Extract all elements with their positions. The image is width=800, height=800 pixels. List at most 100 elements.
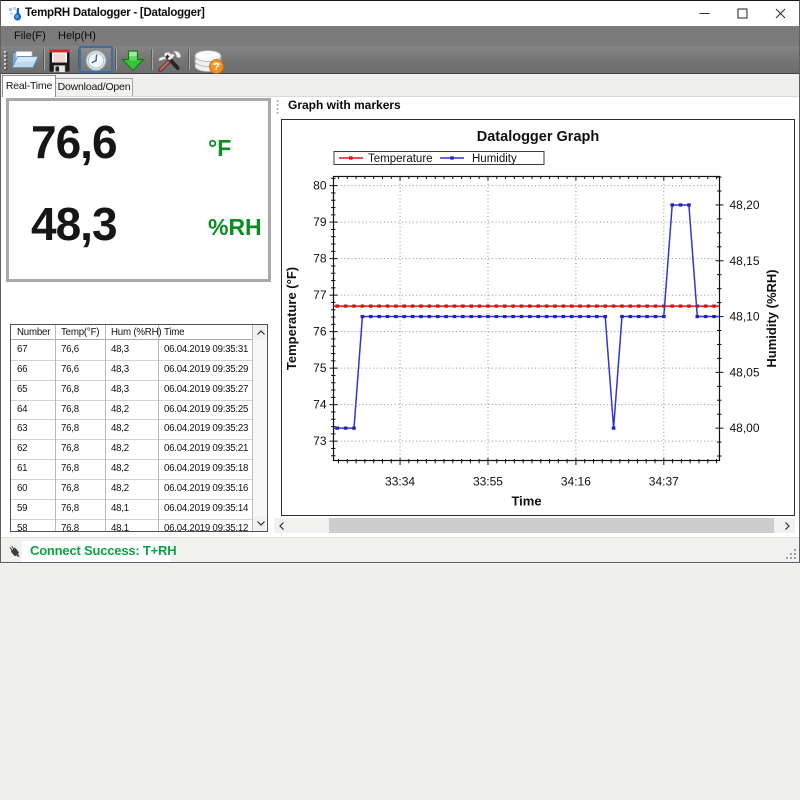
settings-button[interactable] <box>155 49 183 73</box>
chart-element <box>477 304 482 308</box>
toolbar-separator <box>151 49 153 70</box>
table-cell: 61 <box>17 463 28 475</box>
maximize-button[interactable] <box>723 1 761 26</box>
table-cell: 48,1 <box>111 522 129 532</box>
chart-element <box>332 175 721 462</box>
table-cell: 06.04.2019 09:35:14 <box>164 502 249 514</box>
chart-element <box>712 304 716 308</box>
realtime-button[interactable] <box>84 49 108 72</box>
chart-element <box>569 314 574 319</box>
chevron-left-icon <box>279 521 284 530</box>
toolbar: ? <box>1 46 799 74</box>
table-row[interactable]: 64 76,8 48,2 06.04.2019 09:35:25 <box>11 401 252 421</box>
tab-strip: Real-Time Download/Open <box>1 74 799 97</box>
table-cell: 76,8 <box>61 403 79 415</box>
table-cell: 65 <box>17 383 28 395</box>
data-query-button[interactable]: ? <box>192 48 225 74</box>
table-row[interactable]: 60 76,8 48,2 06.04.2019 09:35:16 <box>11 480 252 500</box>
chart-element <box>645 314 649 319</box>
scroll-left-button[interactable] <box>274 518 289 533</box>
chart-element <box>595 304 599 308</box>
chart-element <box>645 304 649 308</box>
chart-element <box>450 156 454 160</box>
close-button[interactable] <box>761 1 799 26</box>
scroll-up-button[interactable] <box>253 325 267 340</box>
chart-element <box>352 304 356 308</box>
table-row[interactable]: 61 76,8 48,2 06.04.2019 09:35:18 <box>11 460 252 480</box>
toolbar-separator <box>188 49 190 70</box>
y-right-tick-label: 48,00 <box>730 421 760 435</box>
toolbar-grip-handle[interactable] <box>3 50 9 70</box>
chart-element <box>511 314 515 319</box>
tab-real-time[interactable]: Real-Time <box>2 75 56 97</box>
y-right-tick-label: 48,05 <box>730 365 760 379</box>
column-header[interactable]: Hum (%RH) <box>111 327 162 338</box>
chart-element <box>410 304 415 308</box>
chart-element <box>360 314 365 319</box>
y-right-tick-label: 48,20 <box>730 198 760 212</box>
chart-element <box>569 304 574 308</box>
chart-element <box>427 314 432 319</box>
column-divider <box>55 325 56 531</box>
open-folder-button[interactable] <box>11 49 39 71</box>
chevron-up-icon <box>256 330 265 335</box>
chart-element <box>444 304 448 308</box>
chart-element <box>419 304 423 308</box>
menu-bar: File(F) Help(H) <box>1 26 799 46</box>
column-header[interactable]: Temp(°F) <box>61 327 100 338</box>
tab-download-open[interactable]: Download/Open <box>56 78 133 96</box>
table-row[interactable]: 59 76,8 48,1 06.04.2019 09:35:14 <box>11 500 252 520</box>
menu-item-help[interactable]: Help(H) <box>58 30 96 42</box>
column-header[interactable]: Number <box>17 327 51 338</box>
table-cell: 76,8 <box>61 383 79 395</box>
chart-element <box>377 304 381 308</box>
y-left-tick-label: 76 <box>313 325 327 339</box>
minimize-button[interactable] <box>685 1 723 26</box>
chart-element <box>435 314 440 319</box>
column-header[interactable]: Time <box>164 327 185 338</box>
chevron-down-icon <box>256 521 265 526</box>
chart-element <box>469 314 474 319</box>
log-table-scrollbar[interactable] <box>252 325 267 531</box>
table-row[interactable]: 62 76,8 48,2 06.04.2019 09:35:21 <box>11 440 252 461</box>
x-tick-label: 33:55 <box>473 475 503 489</box>
table-cell: 76,8 <box>61 502 79 514</box>
scroll-down-button[interactable] <box>253 516 267 531</box>
y-left-axis-title: Temperature (°F) <box>284 267 299 370</box>
y-left-tick-label: 75 <box>313 361 327 375</box>
x-axis-title: Time <box>511 494 541 509</box>
toolbar-separator <box>43 49 45 70</box>
table-row[interactable]: 65 76,8 48,3 06.04.2019 09:35:27 <box>11 381 252 401</box>
table-cell: 48,3 <box>111 344 129 355</box>
scroll-right-button[interactable] <box>780 518 795 533</box>
save-button[interactable] <box>48 48 71 73</box>
chart-element <box>494 314 499 319</box>
download-button[interactable] <box>121 50 145 72</box>
title-bar: TempRH Datalogger - [Datalogger] <box>1 1 799 26</box>
folder-open-icon <box>11 51 39 68</box>
table-row[interactable]: 67 76,6 48,3 06.04.2019 09:35:31 <box>11 341 252 361</box>
table-row[interactable]: 66 76,6 48,3 06.04.2019 09:35:29 <box>11 361 252 381</box>
table-cell: 76,8 <box>61 463 79 475</box>
chart-element <box>544 304 549 308</box>
table-cell: 59 <box>17 502 28 514</box>
table-cell: 48,2 <box>111 403 129 415</box>
chart-element <box>486 304 490 308</box>
chart-element <box>695 314 700 319</box>
scrollbar-thumb[interactable] <box>329 518 774 533</box>
graph-horizontal-scrollbar[interactable] <box>274 518 795 533</box>
chart-element <box>452 304 457 308</box>
table-cell: 48,1 <box>111 502 129 514</box>
chart-element <box>628 314 633 319</box>
y-left-tick-label: 80 <box>313 179 327 193</box>
menu-item-file[interactable]: File(F) <box>14 30 46 42</box>
resize-grip-icon[interactable] <box>785 548 797 560</box>
tab-pane-border <box>1 96 799 97</box>
legend-label-humidity: Humidity <box>472 153 517 165</box>
graph-panel-grip[interactable] <box>276 99 279 115</box>
table-cell: 06.04.2019 09:35:25 <box>164 403 249 415</box>
chart-element <box>670 203 674 207</box>
minimize-icon <box>699 13 709 14</box>
table-row[interactable]: 58 76,8 48,1 06.04.2019 09:35:12 <box>11 520 252 532</box>
table-row[interactable]: 63 76,8 48,2 06.04.2019 09:35:23 <box>11 420 252 441</box>
